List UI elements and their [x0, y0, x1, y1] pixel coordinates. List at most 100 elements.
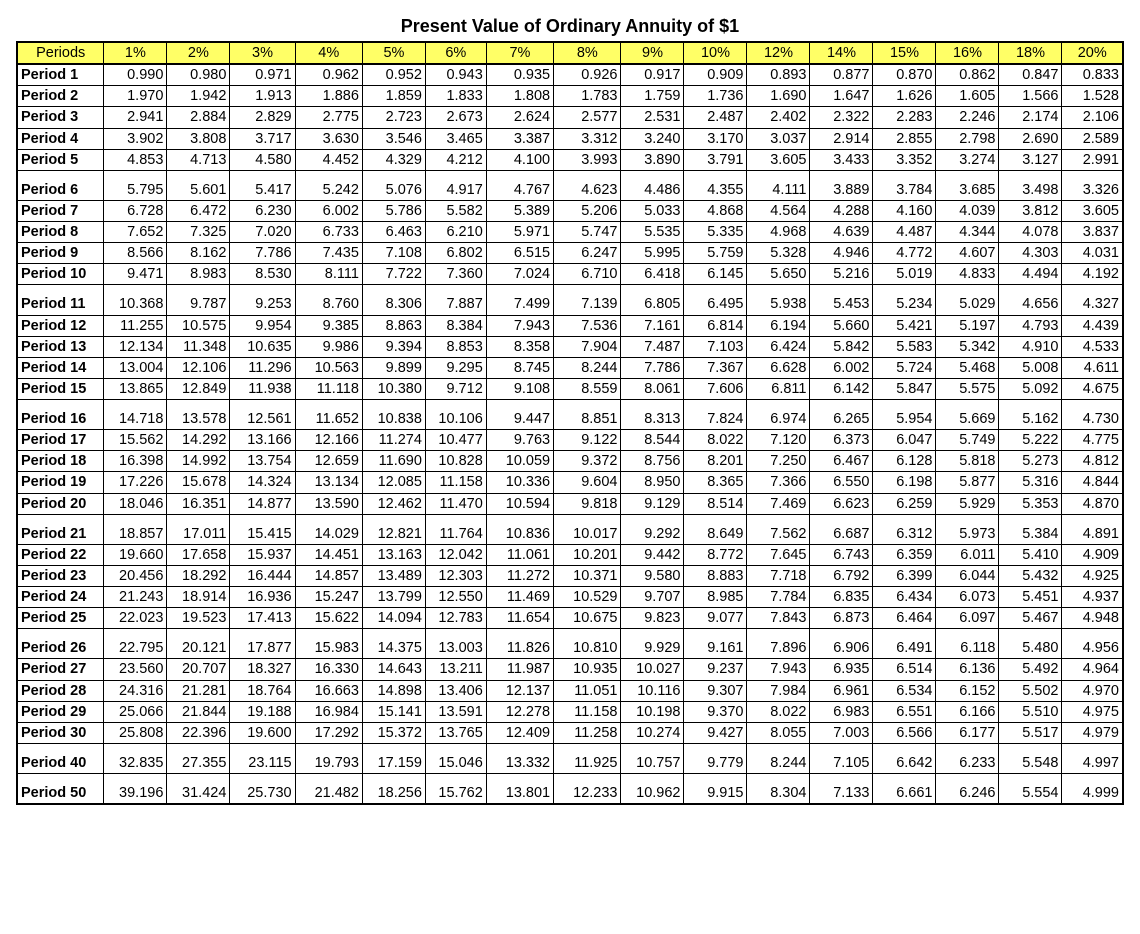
table-cell: 7.887 [425, 285, 486, 315]
table-cell: 3.127 [999, 149, 1062, 170]
table-cell: 6.743 [810, 544, 873, 565]
table-cell: 10.368 [104, 285, 167, 315]
table-cell: 8.863 [362, 315, 425, 336]
row-label: Period 50 [17, 774, 104, 805]
table-cell: 8.384 [425, 315, 486, 336]
table-cell: 13.134 [295, 472, 362, 493]
table-cell: 10.575 [167, 315, 230, 336]
table-cell: 1.690 [747, 86, 810, 107]
table-cell: 18.857 [104, 514, 167, 544]
table-cell: 9.370 [684, 701, 747, 722]
table-cell: 12.042 [425, 544, 486, 565]
table-cell: 4.452 [295, 149, 362, 170]
table-cell: 13.003 [425, 629, 486, 659]
table-cell: 11.470 [425, 493, 486, 514]
col-header-rate: 20% [1062, 42, 1123, 64]
table-cell: 17.877 [230, 629, 295, 659]
table-cell: 7.722 [362, 264, 425, 285]
table-cell: 15.046 [425, 743, 486, 773]
table-cell: 2.884 [167, 107, 230, 128]
row-label: Period 20 [17, 493, 104, 514]
table-cell: 13.166 [230, 430, 295, 451]
table-cell: 5.008 [999, 357, 1062, 378]
table-cell: 15.247 [295, 587, 362, 608]
table-cell: 15.622 [295, 608, 362, 629]
table-cell: 21.482 [295, 774, 362, 805]
table-row: Period 2219.66017.65815.93714.45113.1631… [17, 544, 1123, 565]
table-cell: 9.385 [295, 315, 362, 336]
table-cell: 5.660 [810, 315, 873, 336]
table-row: Period 1211.25510.5759.9549.3858.8638.38… [17, 315, 1123, 336]
table-cell: 15.937 [230, 544, 295, 565]
table-cell: 9.779 [684, 743, 747, 773]
row-label: Period 17 [17, 430, 104, 451]
table-header-row: Periods1%2%3%4%5%6%7%8%9%10%12%14%15%16%… [17, 42, 1123, 64]
table-cell: 19.660 [104, 544, 167, 565]
table-cell: 6.312 [873, 514, 936, 544]
table-cell: 8.756 [621, 451, 684, 472]
table-cell: 10.836 [486, 514, 553, 544]
table-row: Period 1715.56214.29213.16612.16611.2741… [17, 430, 1123, 451]
table-cell: 8.559 [554, 378, 621, 399]
table-cell: 4.288 [810, 200, 873, 221]
col-header-rate: 1% [104, 42, 167, 64]
table-cell: 19.523 [167, 608, 230, 629]
table-cell: 8.760 [295, 285, 362, 315]
table-cell: 6.687 [810, 514, 873, 544]
table-cell: 16.984 [295, 701, 362, 722]
table-cell: 12.821 [362, 514, 425, 544]
table-row: Period 98.5668.1627.7867.4357.1086.8026.… [17, 243, 1123, 264]
table-cell: 5.197 [936, 315, 999, 336]
table-cell: 5.929 [936, 493, 999, 514]
table-cell: 9.712 [425, 378, 486, 399]
table-cell: 10.563 [295, 357, 362, 378]
table-row: Period 2925.06621.84419.18816.98415.1411… [17, 701, 1123, 722]
table-cell: 0.833 [1062, 64, 1123, 86]
table-cell: 17.011 [167, 514, 230, 544]
table-row: Period 1917.22615.67814.32413.13412.0851… [17, 472, 1123, 493]
col-header-rate: 12% [747, 42, 810, 64]
table-row: Period 2018.04616.35114.87713.59012.4621… [17, 493, 1123, 514]
table-cell: 5.492 [999, 659, 1062, 680]
table-cell: 2.487 [684, 107, 747, 128]
table-cell: 11.826 [486, 629, 553, 659]
table-cell: 6.128 [873, 451, 936, 472]
table-cell: 25.808 [104, 722, 167, 743]
table-cell: 0.935 [486, 64, 553, 86]
table-cell: 1.833 [425, 86, 486, 107]
row-label: Period 29 [17, 701, 104, 722]
table-row: Period 3025.80822.39619.60017.29215.3721… [17, 722, 1123, 743]
table-cell: 4.329 [362, 149, 425, 170]
table-cell: 2.577 [554, 107, 621, 128]
row-label: Period 3 [17, 107, 104, 128]
table-cell: 12.409 [486, 722, 553, 743]
table-cell: 18.764 [230, 680, 295, 701]
table-cell: 5.453 [810, 285, 873, 315]
table-row: Period 2622.79520.12117.87715.98314.3751… [17, 629, 1123, 659]
table-cell: 0.862 [936, 64, 999, 86]
table-cell: 7.108 [362, 243, 425, 264]
table-cell: 3.312 [554, 128, 621, 149]
table-cell: 9.427 [684, 722, 747, 743]
table-cell: 4.192 [1062, 264, 1123, 285]
table-row: Period 32.9412.8842.8292.7752.7232.6732.… [17, 107, 1123, 128]
table-cell: 4.327 [1062, 285, 1123, 315]
table-cell: 6.467 [810, 451, 873, 472]
table-cell: 32.835 [104, 743, 167, 773]
table-cell: 7.645 [747, 544, 810, 565]
col-header-rate: 15% [873, 42, 936, 64]
table-cell: 5.432 [999, 565, 1062, 586]
table-cell: 22.396 [167, 722, 230, 743]
table-cell: 12.550 [425, 587, 486, 608]
table-cell: 5.417 [230, 170, 295, 200]
table-cell: 7.562 [747, 514, 810, 544]
table-row: Period 1816.39814.99213.75412.65911.6901… [17, 451, 1123, 472]
row-label: Period 22 [17, 544, 104, 565]
table-cell: 4.868 [684, 200, 747, 221]
table-cell: 2.991 [1062, 149, 1123, 170]
table-cell: 11.255 [104, 315, 167, 336]
table-cell: 10.201 [554, 544, 621, 565]
table-cell: 7.367 [684, 357, 747, 378]
table-cell: 6.434 [873, 587, 936, 608]
table-cell: 4.656 [999, 285, 1062, 315]
